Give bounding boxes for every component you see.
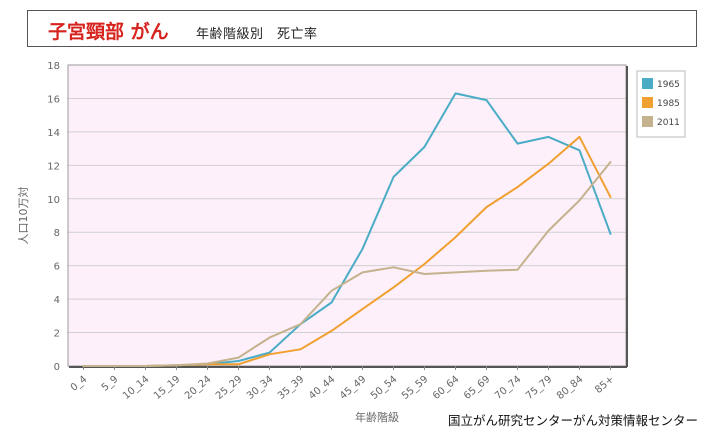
legend-swatch-1965: [642, 78, 653, 89]
legend-swatch-2011: [642, 116, 653, 127]
y-tick-label: 12: [47, 161, 60, 172]
x-tick-label: 5_9: [100, 374, 121, 394]
x-tick-label: 65_69: [462, 374, 492, 402]
y-tick-label: 14: [47, 128, 60, 139]
y-tick-label: 0: [54, 362, 60, 373]
chart-title: 子宮頸部 がん: [48, 21, 169, 43]
y-tick-label: 2: [54, 329, 60, 340]
x-tick-label: 25_29: [214, 374, 244, 402]
x-tick-label: 45_49: [338, 374, 368, 402]
legend-label-1985: 1985: [657, 99, 680, 109]
x-tick-label: 60_64: [431, 374, 461, 402]
x-tick-label: 50_54: [369, 374, 399, 402]
x-tick-label: 80_84: [555, 374, 585, 402]
chart-subtitle: 年齢階級別 死亡率: [196, 27, 318, 42]
legend-label-2011: 2011: [657, 118, 680, 128]
x-tick-label: 30_34: [245, 374, 275, 402]
x-tick-label: 15_19: [152, 374, 182, 402]
x-axis-label: 年齢階級: [355, 410, 399, 424]
x-tick-label: 75_79: [524, 374, 554, 402]
y-tick-label: 18: [47, 61, 60, 72]
y-tick-label: 8: [54, 228, 60, 239]
y-tick-label: 6: [54, 262, 60, 273]
x-tick-label: 0_4: [69, 374, 90, 394]
x-tick-label: 35_39: [276, 374, 306, 402]
series-line-2011: [82, 161, 612, 367]
legend-label-1965: 1965: [657, 80, 680, 90]
y-tick-label: 10: [47, 195, 60, 206]
source-credit: 国立がん研究センターがん対策情報センター: [448, 413, 699, 428]
chart-header: 子宮頸部 がん 年齢階級別 死亡率: [27, 10, 697, 47]
plot-background: [68, 65, 626, 366]
y-tick-label: 4: [54, 295, 60, 306]
y-tick-label: 16: [47, 94, 60, 105]
x-tick-label: 85+: [593, 374, 616, 396]
x-tick-label: 10_14: [121, 374, 151, 402]
x-tick-label: 40_44: [307, 374, 337, 402]
x-tick-label: 55_59: [400, 374, 430, 402]
y-axis-label: 人口10万対: [16, 187, 30, 245]
x-tick-label: 20_24: [183, 374, 213, 402]
legend-swatch-1985: [642, 97, 653, 108]
x-tick-label: 70_74: [493, 374, 523, 402]
